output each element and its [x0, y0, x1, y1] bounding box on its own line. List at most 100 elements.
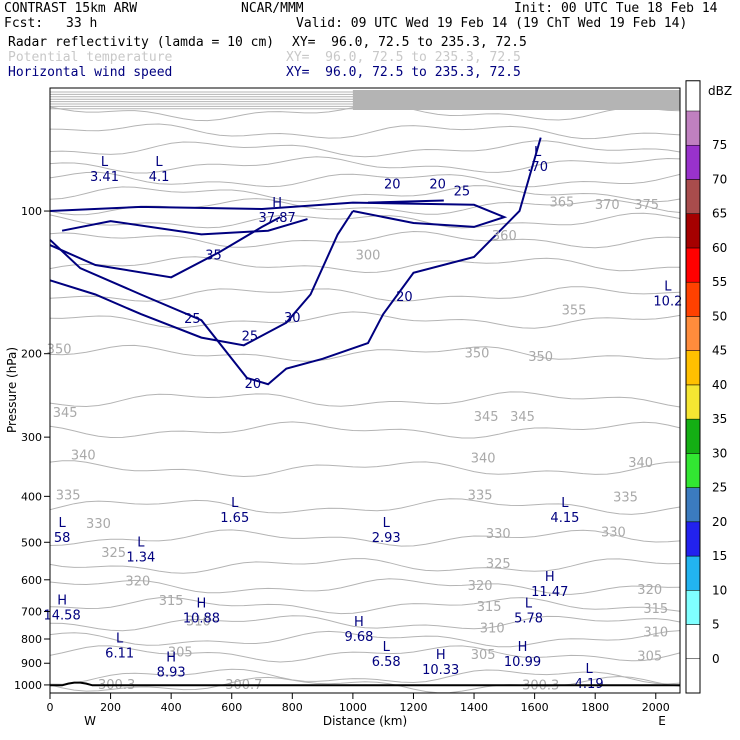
theta-label: 310	[480, 621, 505, 636]
theta-contour	[49, 460, 681, 478]
extremum-value: 4.1	[149, 170, 170, 185]
theta-label: 365	[549, 196, 574, 211]
wind-label: 30	[284, 311, 301, 326]
extremum-kind: H	[545, 570, 555, 585]
field-name-reflectivity: Radar reflectivity (lamda = 10 cm)	[8, 35, 275, 50]
plot-frame	[49, 87, 681, 694]
colorbar-swatch	[685, 590, 701, 625]
extremum-kind: H	[518, 640, 528, 655]
colorbar-tick-label: 75	[712, 138, 727, 152]
theta-label: 320	[468, 579, 493, 594]
theta-label: 335	[613, 490, 638, 505]
theta-contours	[49, 90, 681, 694]
extremum-kind: H	[57, 594, 67, 609]
x-tick-label: 200	[100, 701, 121, 714]
wind-contours	[49, 137, 542, 386]
extremum-value: 4.15	[550, 511, 579, 526]
theta-label: 350	[47, 343, 72, 358]
colorbar-swatch	[685, 247, 701, 283]
x-tick-label: 1600	[521, 701, 549, 714]
x-axis-label: Distance (km)	[323, 714, 407, 728]
extremum-kind: L	[383, 516, 391, 531]
wind-contour	[49, 216, 281, 279]
extremum-kind: H	[354, 615, 364, 630]
theta-contour	[49, 421, 681, 439]
theta-contour	[49, 645, 681, 663]
theta-label: 330	[601, 526, 626, 541]
extremum-value: 11.47	[531, 585, 568, 600]
theta-label: 340	[71, 449, 96, 464]
x-tick-label: 400	[161, 701, 182, 714]
theta-label: 325	[486, 557, 511, 572]
colorbar-swatch	[685, 281, 701, 317]
y-tick-label: 200	[21, 348, 42, 361]
y-tick-label: 800	[21, 633, 42, 646]
colorbar-tick-label: 0	[712, 652, 720, 666]
extremum-value: 6.58	[372, 655, 401, 670]
extremum-kind: H	[272, 196, 282, 211]
y-tick-label: 700	[21, 606, 42, 619]
theta-label: 330	[486, 527, 511, 542]
theta-label: 345	[53, 406, 78, 421]
theta-contour	[49, 615, 681, 632]
theta-contour	[49, 529, 681, 547]
colorbar-tick-label: 25	[712, 481, 727, 495]
extremum-kind: L	[561, 496, 569, 511]
theta-label: 305	[637, 649, 662, 664]
theta-label: 355	[562, 303, 587, 318]
theta-contour	[49, 668, 681, 685]
extremum-kind: L	[383, 640, 391, 655]
theta-label: 320	[125, 575, 150, 590]
x-axis-ticks: 0 200 400 600 800 1000 1200 1400 1600 1800 2000	[47, 693, 670, 714]
theta-label: 305	[471, 648, 496, 663]
theta-label: 340	[471, 452, 496, 467]
init-time: Init: 00 UTC Tue 18 Feb 14	[514, 1, 718, 16]
extremum-kind: L	[525, 597, 533, 612]
extremum-value: 10.88	[183, 612, 220, 627]
theta-contour	[49, 391, 681, 408]
model-title: CONTRAST 15km ARW	[4, 1, 138, 16]
y-axis-label: Pressure (hPa)	[5, 347, 19, 433]
extremum-kind: H	[166, 651, 176, 666]
field-xy-theta: XY= 96.0, 72.5 to 235.3, 72.5	[286, 50, 521, 65]
extremum-value: .70	[527, 160, 548, 175]
wind-contour	[49, 210, 354, 347]
theta-label: 345	[510, 410, 535, 425]
colorbar-tick-label: 50	[712, 309, 727, 323]
wind-label: 20	[396, 290, 413, 305]
extremum-kind: L	[137, 535, 145, 550]
colorbar-title: dBZ	[708, 84, 732, 98]
colorbar-swatch	[685, 555, 701, 591]
y-tick-label: 1000	[14, 679, 42, 692]
theta-label: 330	[86, 517, 111, 532]
extremum-kind: L	[155, 155, 163, 170]
theta-label: 340	[628, 456, 653, 471]
colorbar-swatch	[685, 179, 701, 214]
theta-contour	[49, 311, 681, 329]
x-tick-label: 1800	[581, 701, 609, 714]
theta-label: 375	[634, 198, 659, 213]
theta-label: 350	[465, 347, 490, 362]
theta-contour	[49, 156, 681, 174]
colorbar-swatch	[685, 453, 701, 488]
x-tick-label: 1000	[339, 701, 367, 714]
colorbar-swatch	[685, 384, 701, 420]
theta-label: 320	[637, 583, 662, 598]
theta-contour	[49, 630, 681, 648]
x-tick-label: 800	[282, 701, 303, 714]
extremum-value: 37.87	[259, 211, 296, 226]
theta-label: 345	[474, 410, 499, 425]
colorbar-swatch	[685, 316, 701, 351]
field-name-theta: Potential temperature	[8, 50, 173, 65]
x-tick-label: 1400	[460, 701, 488, 714]
theta-label: 350	[528, 350, 553, 365]
colorbar-tick-label: 15	[712, 549, 727, 563]
wind-label: 25	[454, 185, 471, 200]
terrain-line	[50, 681, 680, 687]
extremum-kind: L	[586, 662, 594, 677]
field-xy-reflectivity: XY= 96.0, 72.5 to 235.3, 72.5	[292, 35, 527, 50]
colorbar-tick-label: 30	[712, 446, 727, 460]
theta-label: 335	[56, 488, 81, 503]
theta-contour	[49, 498, 681, 515]
